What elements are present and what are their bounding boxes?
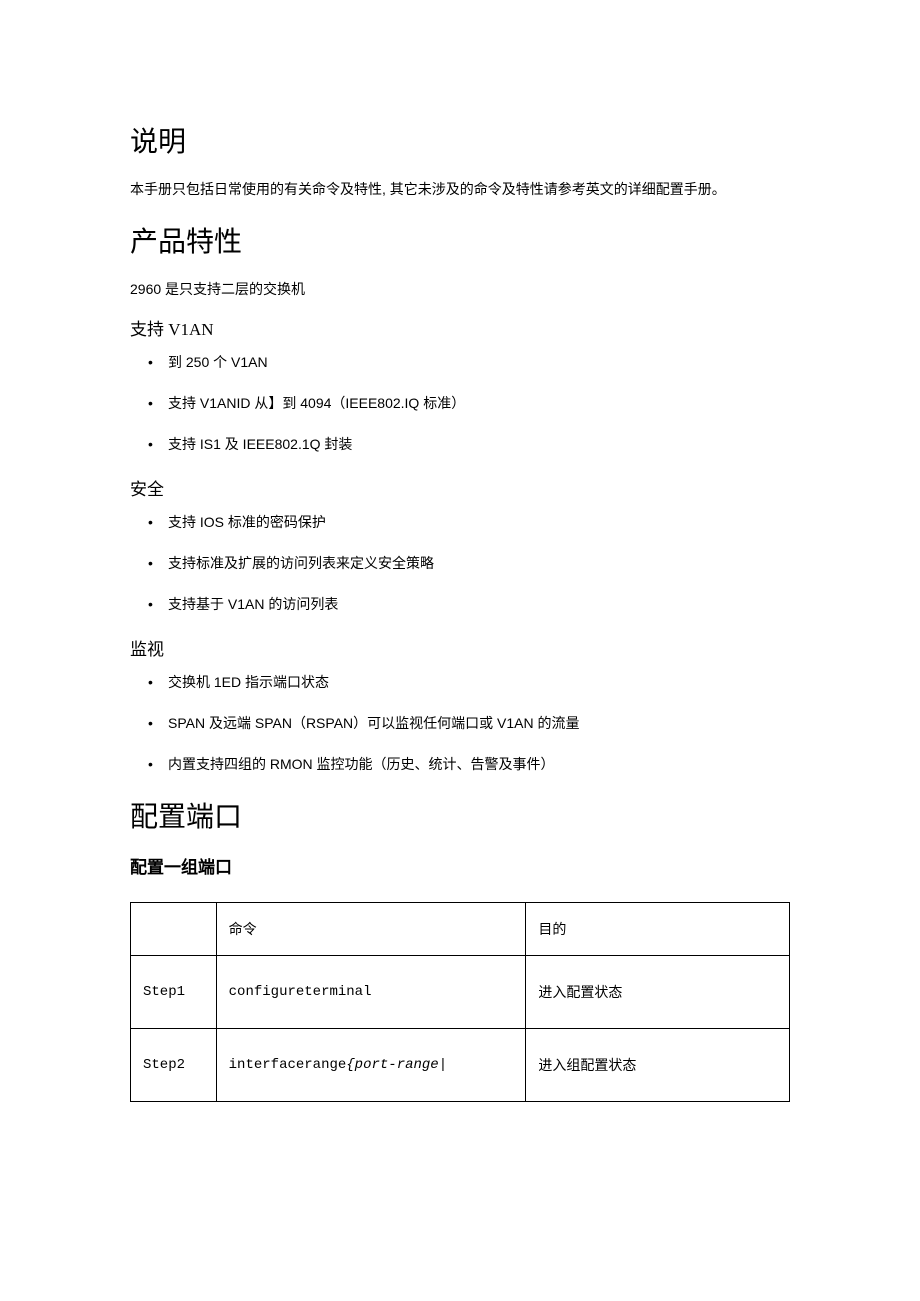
list-item: SPAN 及远端 SPAN（RSPAN）可以监视任何端口或 V1AN 的流量 (168, 713, 790, 734)
list-item: 内置支持四组的 RMON 监控功能（历史、统计、告警及事件） (168, 754, 790, 775)
security-list: 支持 IOS 标准的密码保护 支持标准及扩展的访问列表来定义安全策略 支持基于 … (130, 512, 790, 615)
section-title-configure-port: 配置端口 (130, 795, 790, 835)
subsection-monitor-heading: 监视 (130, 635, 790, 660)
list-item: 支持标准及扩展的访问列表来定义安全策略 (168, 553, 790, 574)
section-title-explanation: 说明 (130, 120, 790, 160)
subsection-configure-group-heading: 配置一组端口 (130, 853, 790, 878)
table-cell-step: Step1 (131, 955, 217, 1028)
list-item: 支持 IOS 标准的密码保护 (168, 512, 790, 533)
monitor-list: 交换机 1ED 指示端口状态 SPAN 及远端 SPAN（RSPAN）可以监视任… (130, 672, 790, 775)
section-title-features: 产品特性 (130, 220, 790, 260)
table-header-row: 命令 目的 (131, 902, 790, 955)
table-cell-purpose: 进入配置状态 (526, 955, 790, 1028)
table-row: Step1 configureterminal 进入配置状态 (131, 955, 790, 1028)
subsection-vlan-heading: 支持 V1AN (130, 315, 790, 340)
list-item: 到 250 个 V1AN (168, 352, 790, 373)
table-header-step (131, 902, 217, 955)
table-cell-purpose: 进入组配置状态 (526, 1028, 790, 1101)
table-header-command: 命令 (216, 902, 526, 955)
list-item: 支持基于 V1AN 的访问列表 (168, 594, 790, 615)
command-param-italic: {port-range| (346, 1057, 447, 1073)
intro-paragraph: 本手册只包括日常使用的有关命令及特性, 其它未涉及的命令及特性请参考英文的详细配… (130, 178, 790, 200)
table-cell-command: interfacerange{port-range| (216, 1028, 526, 1101)
list-item: 交换机 1ED 指示端口状态 (168, 672, 790, 693)
command-text: configureterminal (229, 984, 372, 1000)
table-cell-step: Step2 (131, 1028, 217, 1101)
list-item: 支持 V1ANID 从】到 4094（IEEE802.IQ 标准） (168, 393, 790, 414)
table-header-purpose: 目的 (526, 902, 790, 955)
list-item: 支持 IS1 及 IEEE802.1Q 封装 (168, 434, 790, 455)
table-row: Step2 interfacerange{port-range| 进入组配置状态 (131, 1028, 790, 1101)
vlan-list: 到 250 个 V1AN 支持 V1ANID 从】到 4094（IEEE802.… (130, 352, 790, 455)
product-subtitle: 2960 是只支持二层的交换机 (130, 278, 790, 300)
table-cell-command: configureterminal (216, 955, 526, 1028)
command-table: 命令 目的 Step1 configureterminal 进入配置状态 Ste… (130, 902, 790, 1102)
subsection-security-heading: 安全 (130, 475, 790, 500)
command-text: interfacerange (229, 1057, 347, 1073)
